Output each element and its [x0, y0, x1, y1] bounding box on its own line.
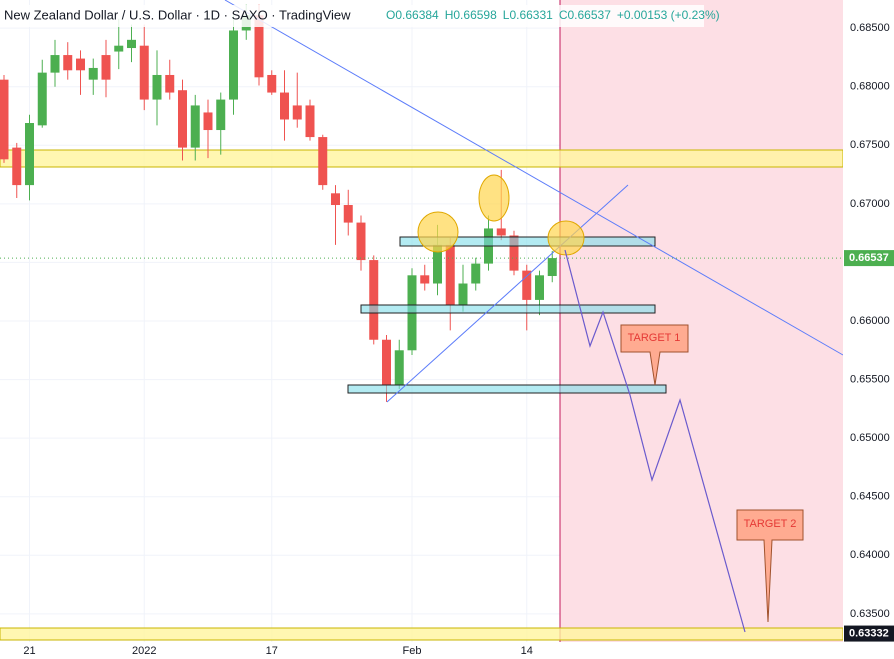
candle-body	[12, 147, 22, 186]
resistance-zone	[0, 149, 844, 168]
candle-body	[331, 193, 340, 206]
support-zone	[0, 627, 844, 641]
candle-body	[382, 339, 391, 386]
candle-body	[76, 58, 85, 71]
candle-body	[280, 92, 289, 120]
candle-body	[292, 105, 302, 120]
y-tick-label: 0.63500	[850, 608, 890, 620]
level-box	[360, 304, 656, 314]
candle-body	[522, 270, 532, 300]
target-label: TARGET 2	[744, 518, 797, 530]
level-badge	[844, 625, 894, 642]
header-bg	[0, 5, 704, 27]
forecast-zone	[560, 0, 843, 642]
axis-bg	[0, 642, 894, 659]
candles	[0, 4, 557, 402]
target-label: TARGET 1	[628, 332, 681, 344]
y-tick-label: 0.65500	[850, 373, 890, 385]
candle-body	[127, 39, 136, 49]
axis-bg	[843, 0, 894, 659]
ohlc-value: H0.66598	[445, 8, 497, 22]
price-badge-label: 0.66537	[849, 252, 889, 264]
candle-body	[25, 123, 34, 186]
candle-body	[318, 137, 328, 186]
candle-body	[547, 258, 557, 277]
y-tick-label: 0.64500	[850, 491, 890, 503]
y-tick-label: 0.65000	[850, 432, 890, 444]
candle-body	[0, 79, 9, 160]
y-tick-label: 0.64000	[850, 549, 890, 561]
level-badge-label: 0.63332	[849, 627, 889, 639]
candle-body	[267, 74, 277, 93]
candle-body	[152, 74, 162, 100]
y-tick-label: 0.67000	[850, 198, 890, 210]
level-box	[347, 384, 667, 394]
projection-path	[564, 249, 746, 633]
candle-body	[343, 205, 353, 223]
y-tick-label: 0.68500	[850, 22, 890, 34]
candle-body	[471, 263, 481, 284]
candle-body	[165, 74, 175, 93]
highlight	[547, 220, 585, 256]
candle-body	[305, 105, 315, 138]
candle-body	[420, 275, 430, 284]
candle-body	[229, 30, 238, 100]
highlight	[417, 211, 459, 253]
ohlc-value: C0.66537	[559, 8, 611, 22]
candle-body	[88, 67, 98, 80]
candle-body	[50, 55, 60, 73]
chart-title: New Zealand Dollar / U.S. Dollar · 1D · …	[4, 7, 351, 22]
candle-body	[394, 350, 404, 386]
candle-body	[114, 45, 124, 52]
candle-body	[37, 72, 47, 126]
candle-body	[63, 55, 73, 71]
candle-body	[369, 260, 379, 340]
x-tick-label: 14	[521, 645, 533, 657]
y-tick-label: 0.67500	[850, 139, 890, 151]
trend-line	[386, 184, 629, 403]
highlight	[478, 174, 510, 222]
ohlc-value: L0.66331	[503, 8, 553, 22]
x-tick-label: 21	[23, 645, 35, 657]
x-tick-label: Feb	[403, 645, 422, 657]
candle-body	[254, 15, 264, 78]
ohlc-value: +0.00153 (+0.23%)	[617, 8, 720, 22]
level-box	[399, 236, 656, 247]
candle-body	[458, 283, 468, 305]
y-tick-label: 0.68000	[850, 81, 890, 93]
candle-body	[101, 55, 111, 80]
candle-body	[139, 45, 149, 100]
ohlc-value: O0.66384	[386, 8, 439, 22]
target-callout	[736, 509, 804, 623]
y-tick-label: 0.66000	[850, 315, 890, 327]
price-badge	[844, 250, 894, 267]
candle-body	[203, 112, 213, 131]
candle-body	[433, 244, 442, 284]
candle-body	[356, 222, 366, 261]
target-callout	[620, 324, 689, 386]
candle-body	[178, 90, 187, 148]
candle-body	[496, 228, 506, 236]
x-tick-label: 2022	[132, 645, 156, 657]
candle-body	[190, 105, 200, 148]
candle-body	[216, 99, 226, 131]
candle-body	[535, 275, 544, 300]
candle-body	[445, 244, 455, 305]
candle-body	[509, 235, 519, 271]
x-tick-label: 17	[266, 645, 278, 657]
trend-line	[224, 0, 844, 356]
